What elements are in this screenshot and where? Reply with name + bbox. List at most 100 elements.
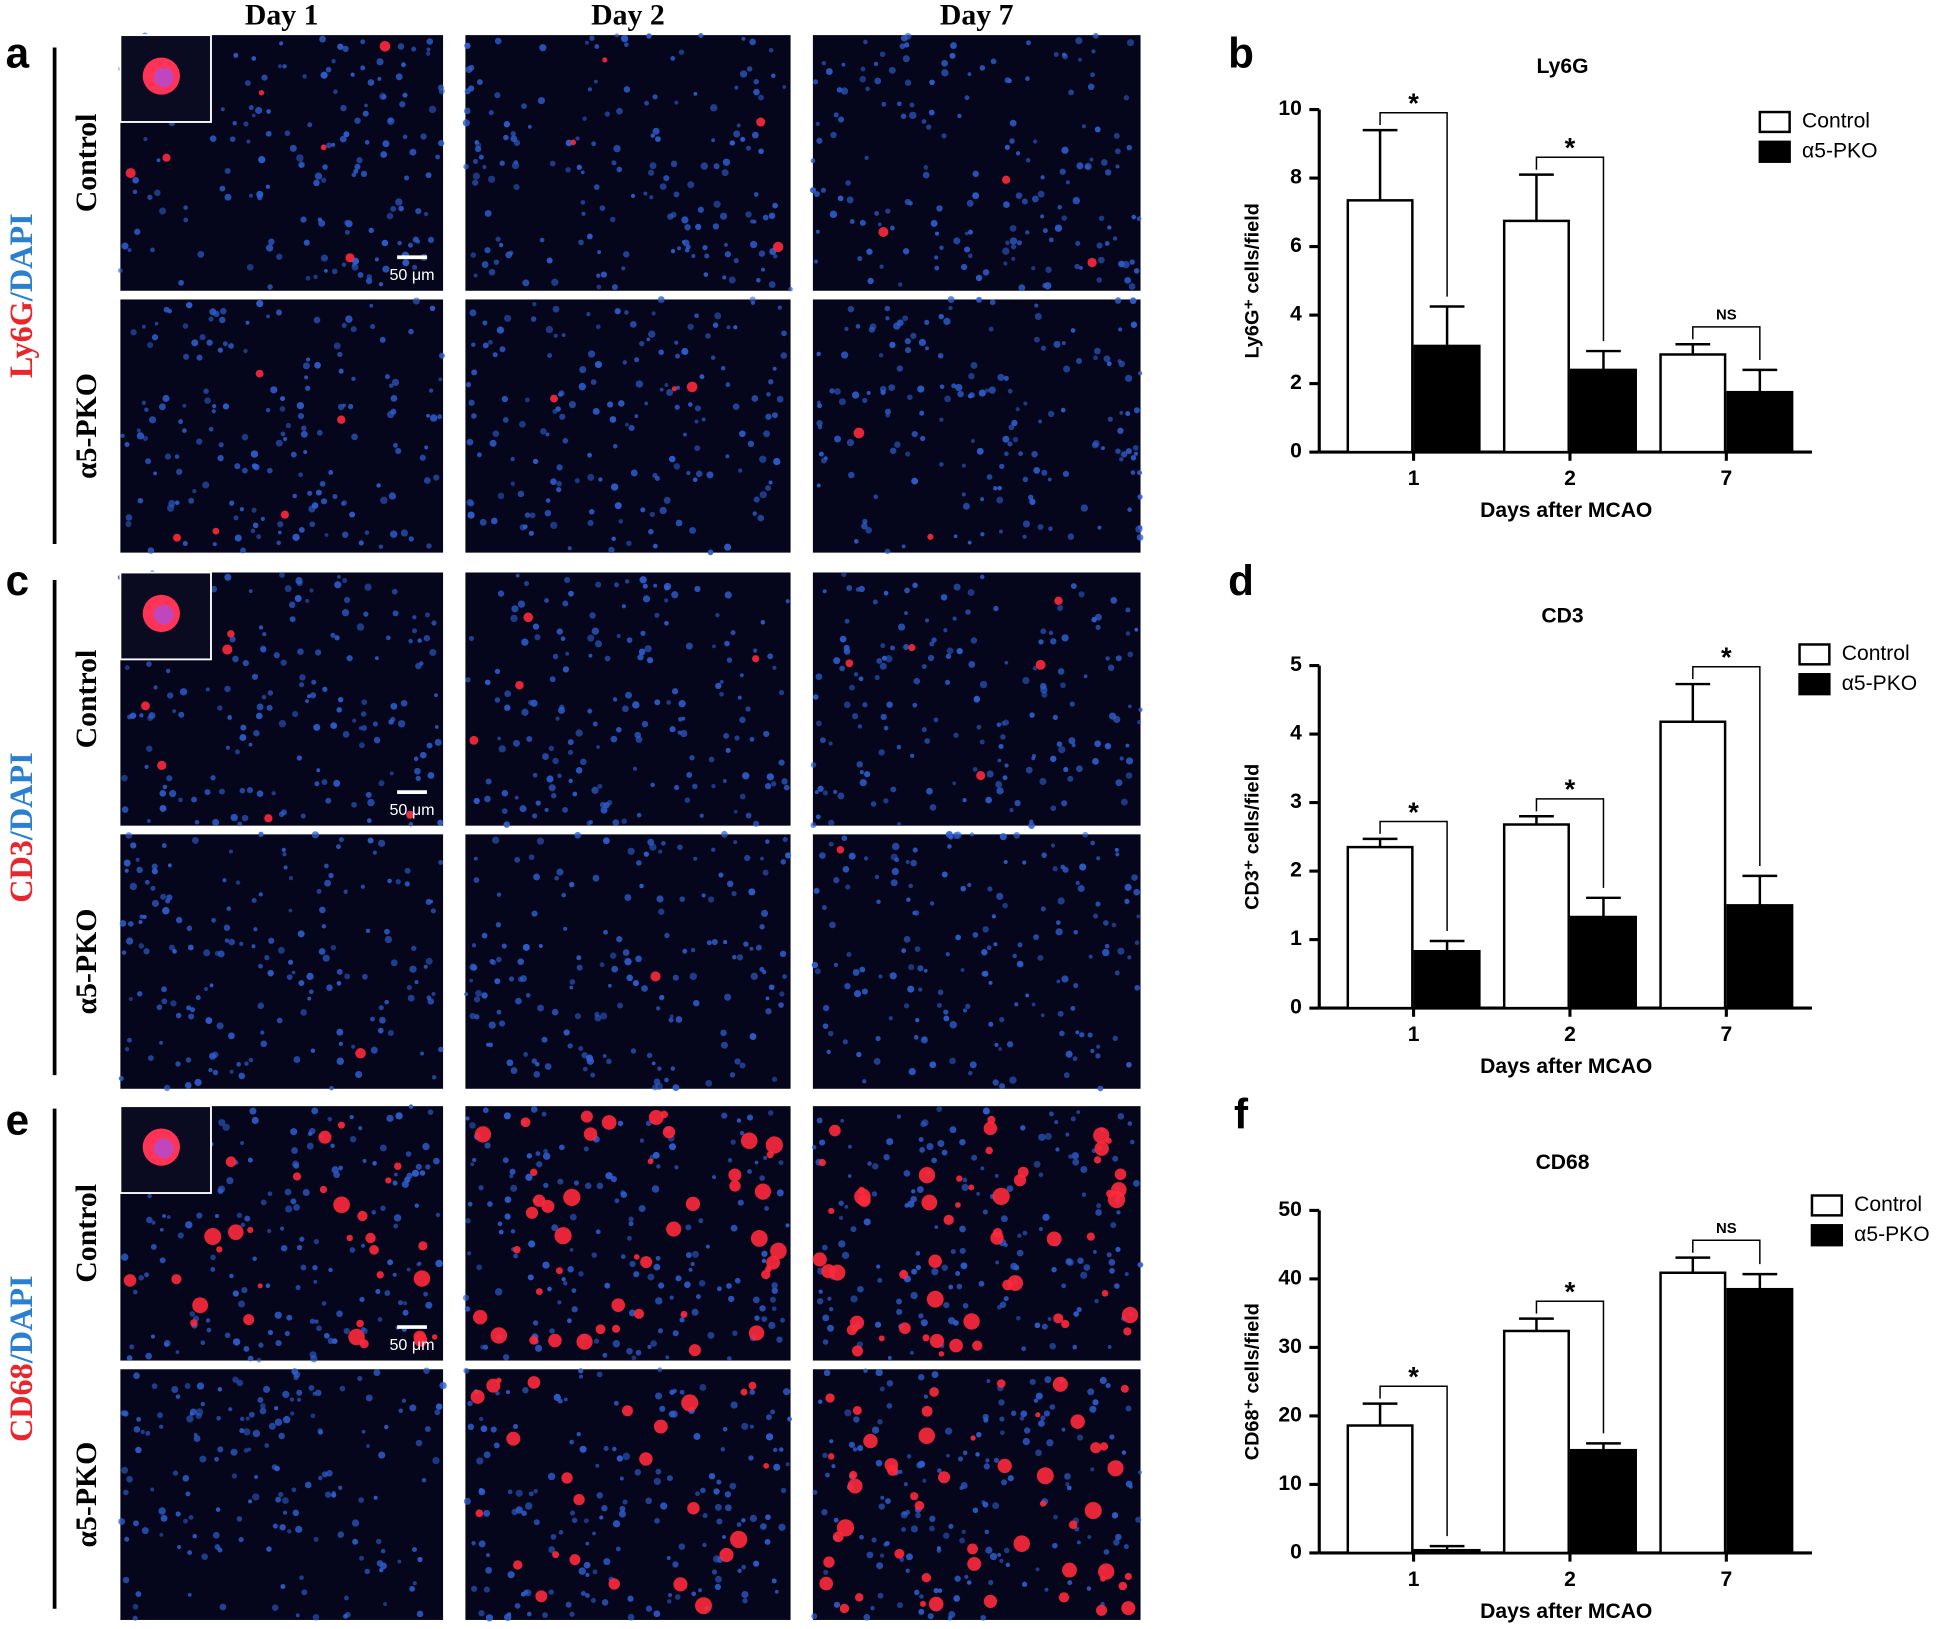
nucleus (595, 1464, 599, 1468)
nucleus (547, 1287, 552, 1292)
nucleus (244, 1062, 248, 1066)
nucleus (725, 251, 731, 257)
nucleus (302, 74, 307, 79)
nucleus (1033, 467, 1040, 474)
nucleus (390, 771, 394, 775)
nucleus (936, 205, 942, 211)
nucleus (1010, 1263, 1017, 1270)
nucleus (655, 476, 660, 481)
stained-cell (1062, 1563, 1077, 1578)
nucleus (237, 1213, 242, 1218)
nucleus (319, 948, 326, 955)
nucleus (929, 110, 935, 116)
nucleus (1076, 162, 1083, 169)
nucleus (817, 403, 822, 408)
nucleus (482, 165, 486, 169)
nucleus (703, 1513, 708, 1518)
nucleus (273, 1523, 278, 1528)
nucleus (471, 1541, 475, 1545)
nucleus (409, 966, 416, 973)
nucleus (691, 948, 695, 952)
nucleus (429, 389, 433, 393)
nucleus (1091, 49, 1095, 53)
nucleus (904, 42, 909, 47)
nucleus (1093, 355, 1098, 360)
nucleus (278, 947, 285, 954)
nucleus (1125, 411, 1130, 416)
nucleus (412, 1547, 417, 1552)
nucleus (1110, 597, 1117, 604)
nucleus (426, 172, 432, 178)
nucleus (628, 848, 635, 855)
nucleus (1138, 525, 1142, 529)
nucleus (785, 852, 791, 858)
nucleus (614, 1198, 619, 1203)
nucleus (618, 519, 623, 524)
nucleus (369, 304, 373, 308)
nucleus (425, 1164, 430, 1169)
nucleus (557, 1179, 563, 1185)
nucleus (239, 942, 243, 946)
nucleus (673, 191, 679, 197)
nucleus (1035, 1322, 1041, 1328)
nucleus (773, 1448, 777, 1452)
nucleus (145, 458, 151, 464)
nucleus (432, 1457, 439, 1464)
nucleus (912, 583, 917, 588)
nucleus (375, 1289, 380, 1294)
nucleus (765, 414, 771, 420)
nucleus (959, 1538, 965, 1544)
nucleus (311, 1413, 316, 1418)
nucleus (165, 454, 171, 460)
nucleus (518, 491, 524, 497)
nucleus (568, 546, 572, 550)
nucleus (485, 1567, 492, 1574)
nucleus (1044, 1410, 1050, 1416)
nucleus (1060, 682, 1066, 688)
nucleus (724, 243, 728, 247)
nucleus (1056, 928, 1063, 935)
nucleus (334, 581, 341, 588)
nucleus (830, 211, 837, 218)
nucleus (1010, 237, 1017, 244)
nucleus (1093, 914, 1098, 919)
nucleus (359, 1556, 364, 1561)
nucleus (587, 474, 594, 481)
nucleus (513, 1424, 518, 1429)
nucleus (1077, 1257, 1083, 1263)
nucleus (261, 74, 267, 80)
nucleus (533, 459, 538, 464)
stained-cell (854, 428, 865, 439)
nucleus (360, 39, 365, 44)
y-tick-label: 3 (1290, 790, 1302, 813)
nucleus (780, 1318, 785, 1323)
nucleus (1104, 355, 1111, 362)
nucleus (283, 1416, 290, 1423)
nucleus (317, 430, 323, 436)
nucleus (361, 885, 365, 889)
nucleus (252, 1493, 259, 1500)
nucleus (639, 1205, 646, 1212)
nucleus (1118, 261, 1124, 267)
nucleus (708, 550, 714, 556)
nucleus (1061, 1283, 1066, 1288)
nucleus (320, 481, 326, 487)
nucleus (547, 257, 553, 263)
nucleus (526, 993, 531, 998)
nucleus (669, 1390, 674, 1395)
nucleus (574, 1180, 579, 1185)
nucleus (428, 998, 435, 1005)
nucleus (1000, 833, 1007, 840)
nucleus (865, 87, 869, 91)
nucleus (652, 94, 657, 99)
nucleus (675, 405, 680, 410)
nucleus (816, 122, 820, 126)
stained-cell (899, 1270, 908, 1279)
nucleus (914, 1035, 919, 1040)
nucleus (584, 1562, 591, 1569)
nucleus (537, 1005, 544, 1012)
nucleus (876, 658, 882, 664)
nucleus (715, 613, 719, 617)
stained-cell (963, 1313, 979, 1329)
stained-cell (536, 1288, 543, 1295)
